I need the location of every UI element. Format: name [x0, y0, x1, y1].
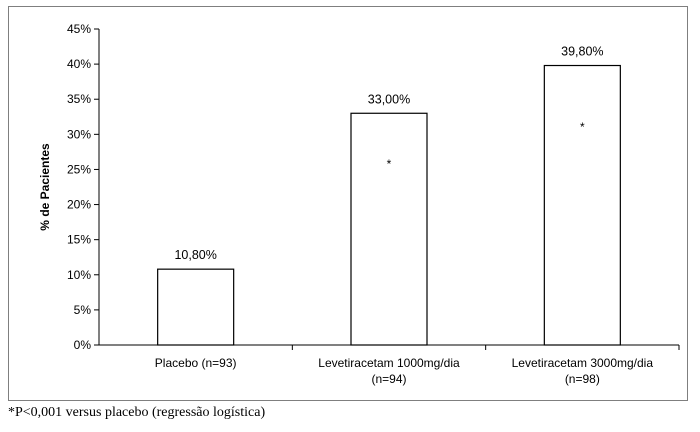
x-tick-label: (n=94)	[371, 372, 406, 386]
y-tick-label: 20%	[67, 198, 91, 212]
y-axis-title: % de Pacientes	[38, 143, 52, 231]
y-tick-label: 10%	[67, 268, 91, 282]
x-tick-label: (n=98)	[565, 372, 600, 386]
x-tick-label: Levetiracetam 3000mg/dia	[512, 356, 654, 370]
y-tick-label: 0%	[74, 338, 92, 352]
bar	[543, 64, 621, 346]
x-tick-label: Placebo (n=93)	[155, 356, 237, 370]
data-label: 10,80%	[174, 248, 216, 262]
y-tick-label: 25%	[67, 162, 91, 176]
data-label: 33,00%	[368, 92, 410, 106]
bar	[157, 268, 235, 346]
x-tick-label: Levetiracetam 1000mg/dia	[318, 356, 460, 370]
y-tick-label: 30%	[67, 127, 91, 141]
y-tick-label: 40%	[67, 57, 91, 71]
data-label: 39,80%	[561, 45, 603, 59]
chart-frame: 0% 5% 10% 15% 20% 25% 30% 35% 40% 45% % de Pacient…	[8, 6, 688, 401]
significance-mark: *	[387, 157, 392, 171]
y-tick-label: 15%	[67, 233, 91, 247]
y-tick-label: 35%	[67, 92, 91, 106]
significance-mark: *	[580, 120, 585, 134]
y-tick-label: 45%	[67, 22, 91, 36]
footnote: *P<0,001 versus placebo (regressão logís…	[8, 405, 266, 420]
bar	[350, 112, 428, 346]
bar-chart: 0% 5% 10% 15% 20% 25% 30% 35% 40% 45% % de Pacient…	[38, 22, 680, 386]
y-tick-label: 5%	[74, 303, 92, 317]
